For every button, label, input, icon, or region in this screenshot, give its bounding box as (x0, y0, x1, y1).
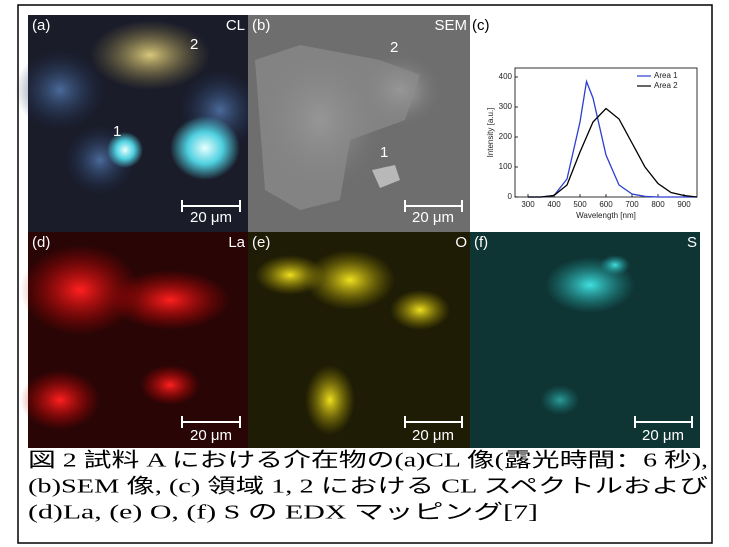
x-tick-label: 800 (651, 200, 665, 209)
x-tick-label: 900 (677, 200, 691, 209)
panel-b (248, 15, 470, 232)
y-tick-label: 300 (499, 102, 513, 111)
panel-d (20, 232, 248, 448)
area-marker: 2 (190, 36, 198, 53)
panel-mode: O (455, 234, 467, 251)
y-tick-label: 200 (499, 132, 513, 141)
scale-bar-label: 20 μm (642, 427, 684, 444)
panel-mode: CL (226, 17, 245, 34)
area-marker: 2 (390, 39, 398, 56)
panel-label: (f) (474, 234, 488, 251)
panel-mode: SEM (434, 17, 467, 34)
panel-mode: S (687, 234, 697, 251)
panel-f (470, 232, 700, 448)
y-tick-label: 0 (508, 192, 513, 201)
x-tick-label: 700 (625, 200, 639, 209)
y-axis-label: Intensity [a.u.] (486, 108, 495, 158)
panel-label: (b) (252, 17, 270, 34)
x-tick-label: 300 (521, 200, 535, 209)
panel-a (15, 15, 260, 232)
scale-bar-label: 20 μm (412, 209, 454, 226)
panel-label: (a) (32, 17, 50, 34)
scale-bar-label: 20 μm (412, 427, 454, 444)
area-marker: 1 (113, 123, 121, 140)
x-tick-label: 400 (547, 200, 561, 209)
area-marker: 1 (380, 144, 388, 161)
x-tick-label: 600 (599, 200, 613, 209)
y-tick-label: 400 (499, 72, 513, 81)
panel-label: (c) (472, 17, 490, 34)
legend-label: Area 2 (654, 81, 678, 90)
caption-line: (b)SEM 像, (c) 領域 1, 2 における CL スペクトルおよび (28, 475, 708, 498)
caption-line: (d)La, (e) O, (f) S の EDX マッピング[7] (28, 501, 538, 524)
panel-label: (e) (252, 234, 270, 251)
panel-label: (d) (32, 234, 50, 251)
y-tick-label: 100 (499, 162, 513, 171)
panel-e (248, 232, 470, 448)
figure: (a) CL 2 1 20 μm (b) SEM 2 1 20 μm (c) (… (0, 0, 729, 547)
legend-label: Area 1 (654, 71, 678, 80)
scale-bar-label: 20 μm (190, 209, 232, 226)
panel-mode: La (228, 234, 245, 251)
caption-line: 図 2 試料 A における介在物の(a)CL 像(露光時間：6 秒), (28, 449, 708, 472)
x-tick-label: 500 (573, 200, 587, 209)
scale-bar-label: 20 μm (190, 427, 232, 444)
x-axis-label: Wavelength [nm] (576, 211, 636, 220)
